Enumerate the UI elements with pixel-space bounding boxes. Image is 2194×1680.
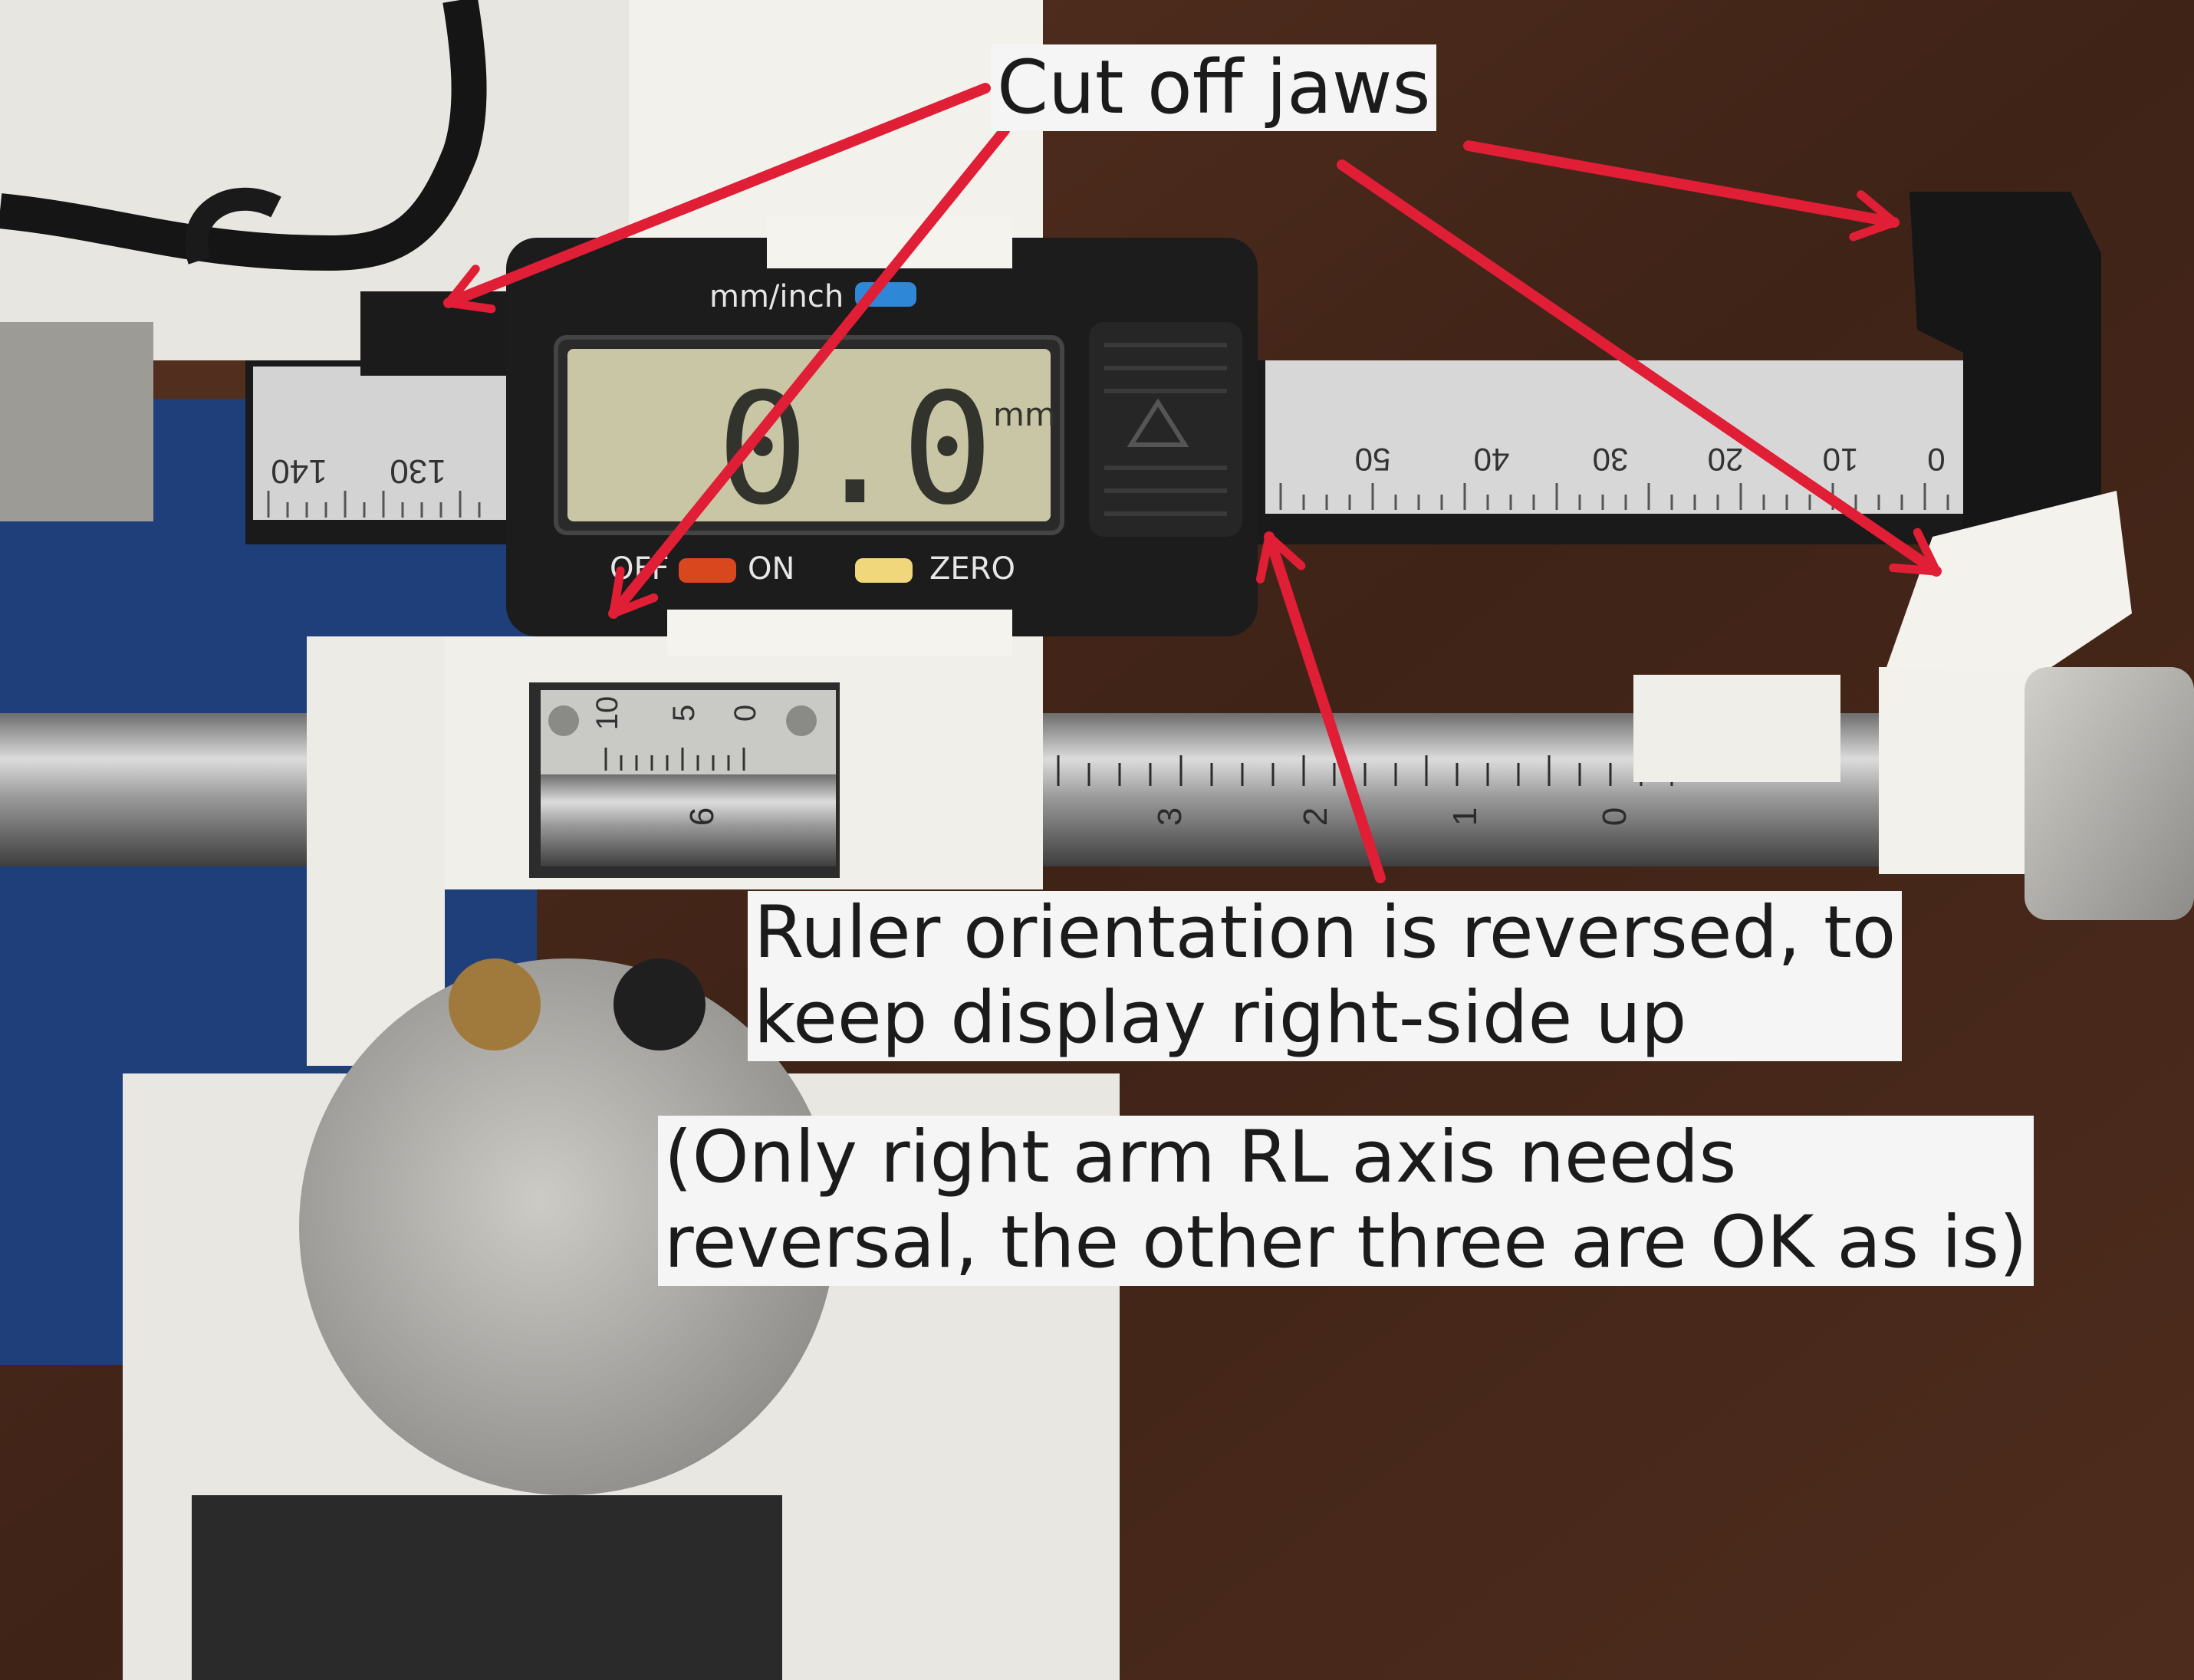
white-right-bracket — [1886, 491, 2132, 675]
black-cable-loop — [185, 187, 281, 265]
lcd-reading: 0.0 — [716, 360, 993, 539]
sleeve-label-2: 2 — [1297, 807, 1334, 826]
scale-label-30: 30 — [1593, 442, 1629, 478]
scale-label-10: 10 — [1823, 442, 1859, 478]
arrow-to-bottom-right-jaw — [1337, 159, 1942, 577]
scale-label-140: 140 — [271, 452, 327, 490]
white-right-clamp — [1879, 667, 2048, 874]
white-clip-top — [767, 215, 1012, 268]
note-line-1: (Only right arm RL axis needs — [664, 1116, 1737, 1199]
vernier-label-10: 10 — [590, 696, 624, 731]
gray-equipment-left — [0, 322, 153, 521]
vernier-label-0: 0 — [729, 705, 762, 722]
zero-button[interactable] — [855, 558, 913, 583]
grip-ridges — [1104, 343, 1227, 516]
ruler-orientation-label: Ruler orientation is reversed, to keep d… — [748, 891, 1903, 1061]
lcd-screen — [567, 349, 1051, 521]
lcd-unit: mm — [993, 396, 1056, 433]
triangle-icon — [1127, 398, 1189, 447]
ruler-label-line-1: Ruler orientation is reversed, to — [754, 891, 1896, 975]
scale-label-20: 20 — [1708, 442, 1744, 478]
scale-label-0: 0 — [1927, 442, 1945, 478]
on-button[interactable] — [679, 558, 736, 583]
vernier-ticks — [604, 748, 745, 771]
caliper-scale-right — [1265, 360, 2002, 514]
blurred-foreground-dark — [192, 1495, 782, 1680]
knurled-knob — [2025, 667, 2194, 920]
vernier-screw-left — [548, 705, 579, 736]
on-label: ON — [748, 551, 794, 587]
arrow-to-ruler — [1255, 531, 1386, 883]
sleeve-label-1: 1 — [1446, 807, 1484, 826]
arrow-to-top-right-jaw — [1463, 140, 1900, 242]
white-right-carriage — [1633, 675, 1840, 782]
vernier-screw-right — [786, 705, 817, 736]
sleeve-label-0: 0 — [1596, 807, 1633, 826]
arrow-to-bottom-left-jaw — [608, 125, 1010, 619]
bronze-screw — [449, 958, 541, 1050]
reversal-note-label: (Only right arm RL axis needs reversal, … — [658, 1116, 2034, 1286]
annotation-arrows — [443, 83, 1942, 883]
ruler-label-line-2: keep display right-side up — [754, 975, 1687, 1060]
note-line-2: reversal, the other three are OK as is) — [664, 1200, 2028, 1284]
vernier-plate — [541, 690, 836, 774]
zero-label: ZERO — [929, 551, 1015, 587]
rod-in-window — [541, 774, 836, 866]
black-cable — [0, 0, 487, 271]
vernier-label-5: 5 — [667, 705, 701, 722]
scale-label-50: 50 — [1355, 442, 1391, 478]
caliper-thumb-grip — [1089, 322, 1242, 537]
white-clip-bottom — [667, 610, 1012, 656]
cut-jaw-right — [1909, 192, 2101, 583]
scale-label-130: 130 — [390, 452, 446, 490]
scale-ticks-right — [1279, 483, 1949, 510]
scale-ticks-left — [267, 491, 481, 518]
white-mount-post — [307, 636, 445, 1066]
arrow-to-left-jaw — [443, 83, 991, 314]
cut-jaw-left — [360, 291, 514, 376]
blurred-foreground-knob — [299, 958, 836, 1495]
black-screw — [613, 958, 706, 1050]
sleeve-label-6: 6 — [683, 807, 721, 826]
cut-off-jaws-label: Cut off jaws — [991, 44, 1437, 132]
scale-label-40: 40 — [1474, 442, 1510, 478]
caliper-scale-left — [253, 367, 506, 520]
mode-button-label: mm/inch — [709, 279, 844, 314]
sleeve-label-3: 3 — [1151, 807, 1189, 826]
